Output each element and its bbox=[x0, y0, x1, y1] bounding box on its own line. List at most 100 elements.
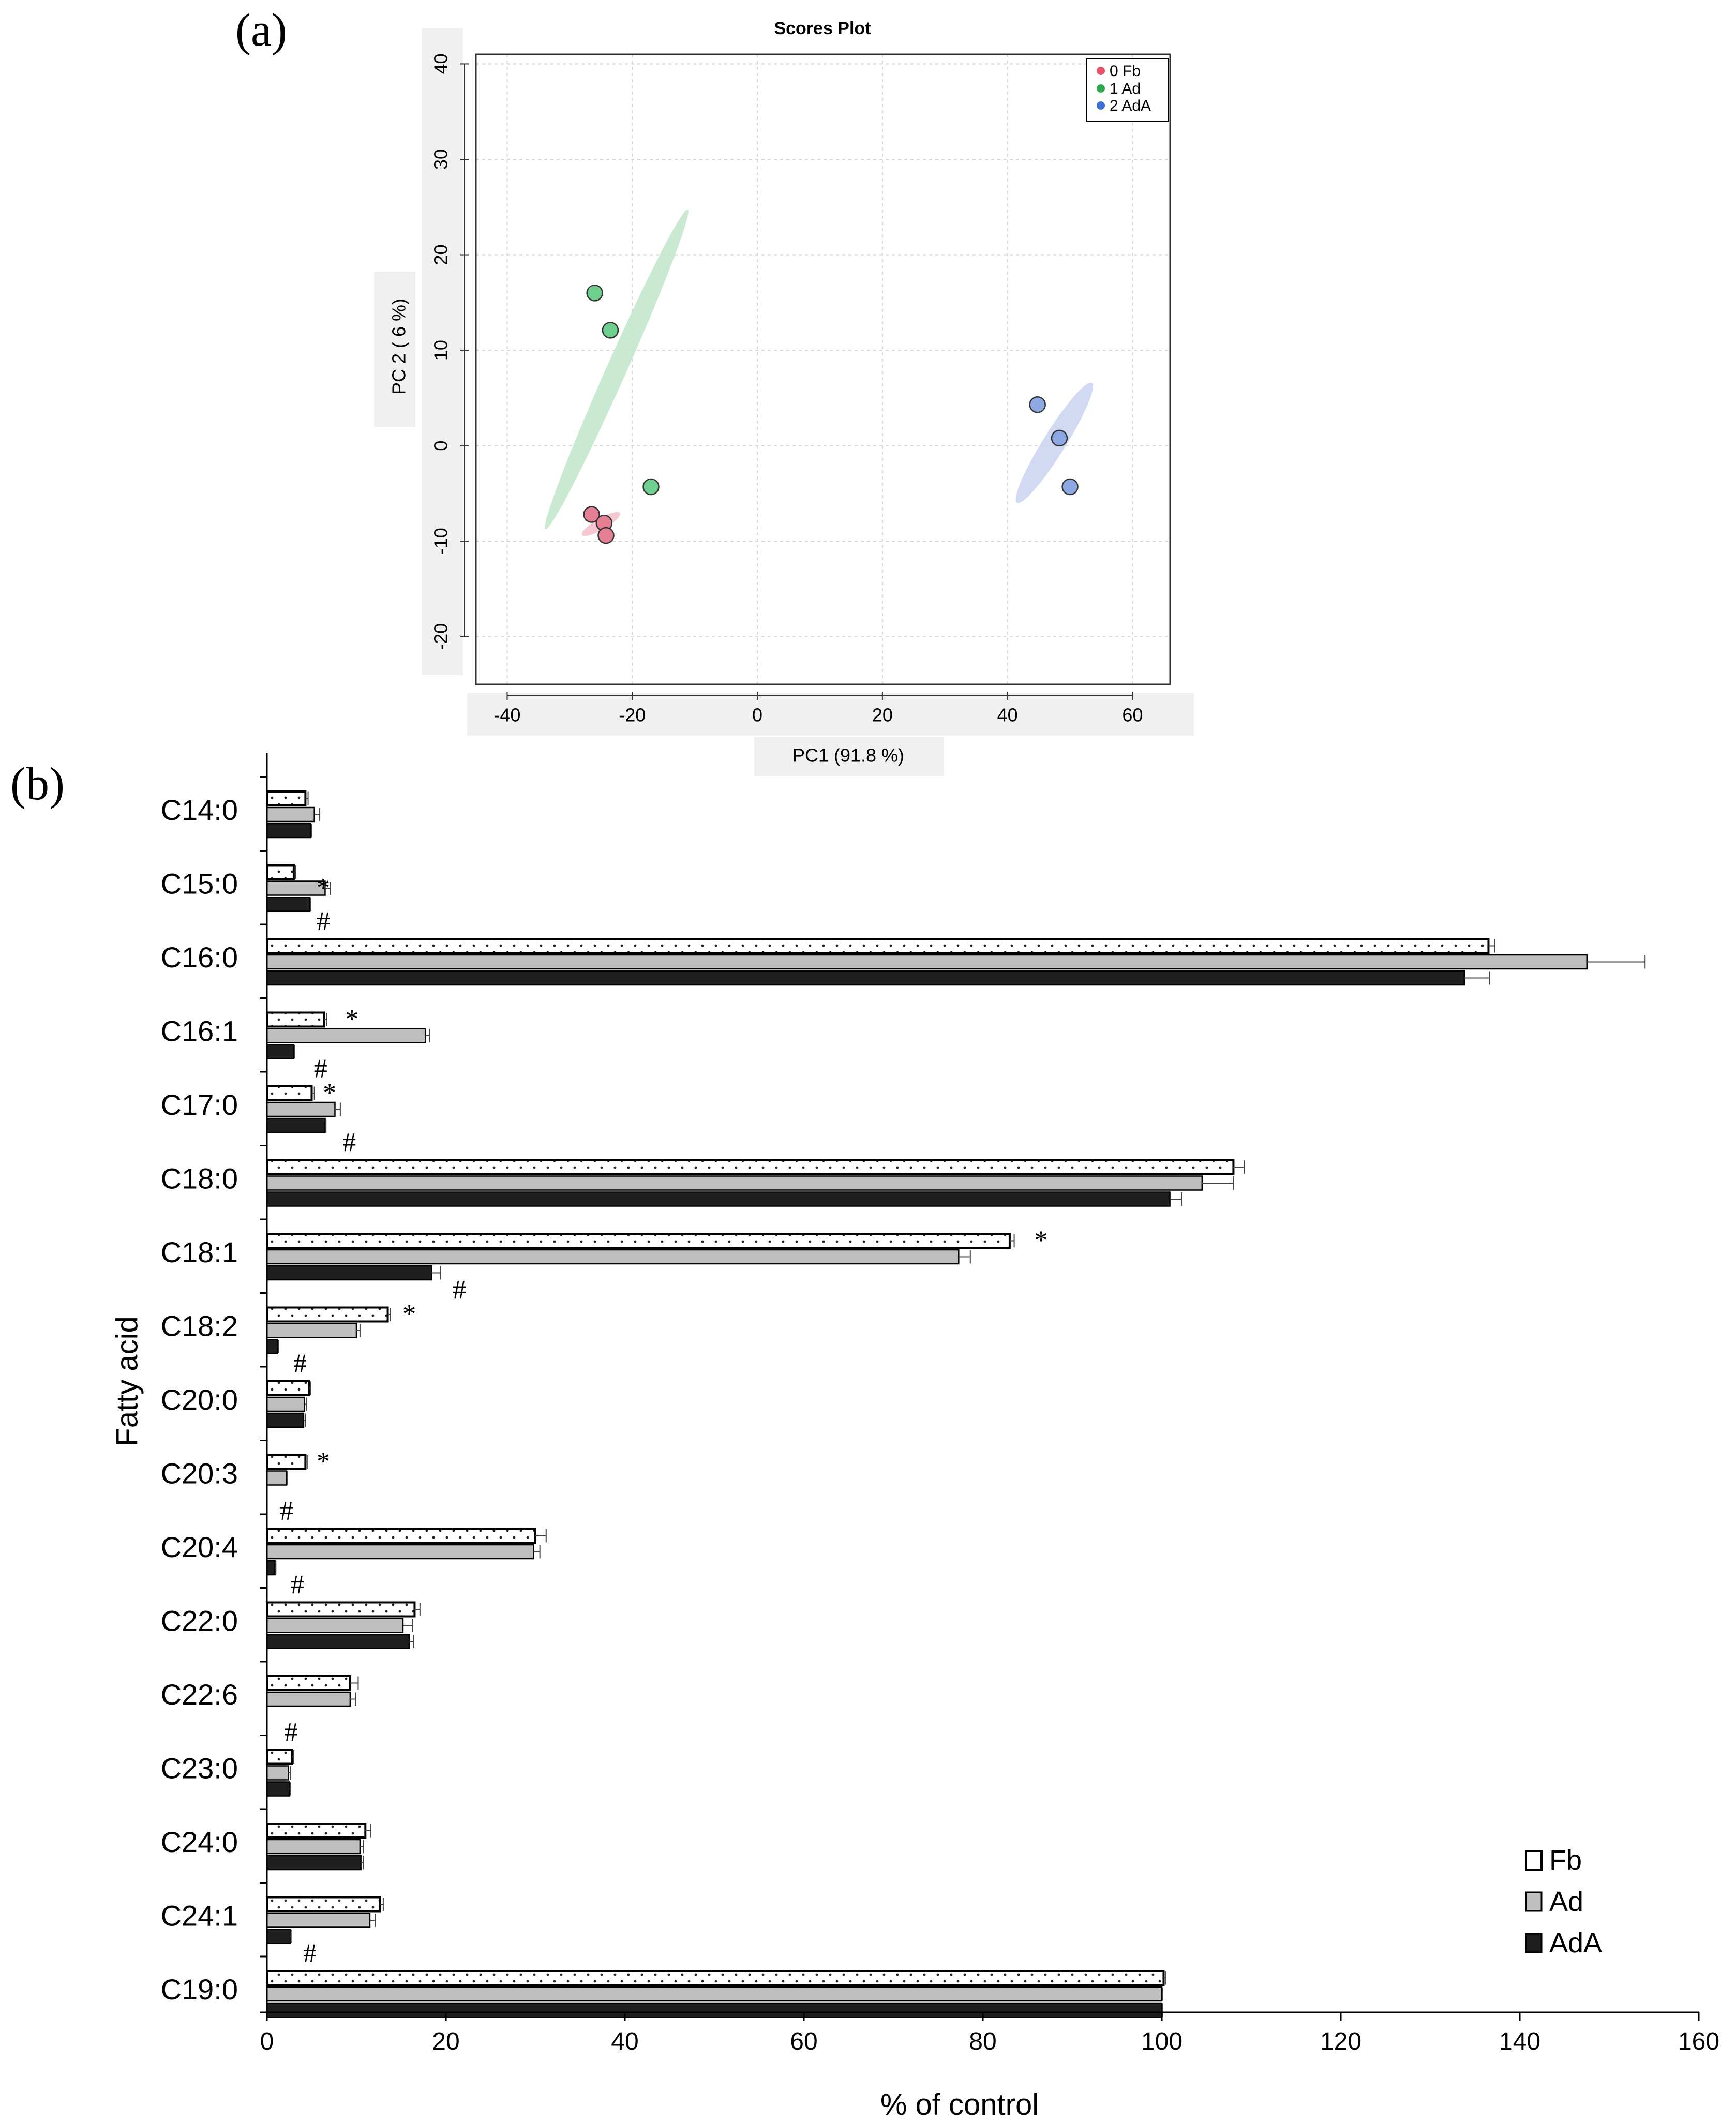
x-tick-label-0: 0 bbox=[752, 705, 762, 726]
bar-AdA-C23:0 bbox=[266, 1781, 290, 1797]
bar-AdA-C20:0 bbox=[266, 1412, 305, 1428]
bar-Ad-C24:0 bbox=[266, 1839, 361, 1855]
fatty-acid-labels: C14:0 C15:0 C16:0 C16:1 C17:0 C18:0 C18:1 C18:2… bbox=[161, 794, 238, 2006]
bar-Ad-C18:2 bbox=[266, 1323, 357, 1338]
score-points bbox=[583, 285, 1079, 544]
mark-hash-C18:1: # bbox=[453, 1275, 466, 1305]
bar-AdA-C18:0 bbox=[266, 1191, 1171, 1207]
bar-Ad-C15:0 bbox=[266, 880, 326, 896]
mark-star-C15:0: * bbox=[317, 873, 330, 903]
x-tick-label-40: 40 bbox=[997, 705, 1018, 726]
bar-Fb-C14:0 bbox=[266, 790, 307, 806]
scores-axes: -40 -20 0 20 40 60 -20 -10 0 10 20 30 40 bbox=[430, 53, 1143, 725]
x-axis-strip bbox=[467, 693, 1194, 736]
category-label-C24:1: C24:1 bbox=[161, 1899, 238, 1932]
scores-grid bbox=[476, 54, 1170, 684]
y-axis-label: Fatty acid bbox=[110, 1316, 144, 1446]
x-tick-label-100: 100 bbox=[1141, 2028, 1183, 2055]
bar-AdA-C24:0 bbox=[266, 1855, 362, 1871]
category-label-C22:0: C22:0 bbox=[161, 1604, 238, 1637]
bar-AdA-C14:0 bbox=[266, 823, 312, 839]
bar-AdA-C16:0 bbox=[266, 970, 1465, 986]
significance-marks: *#*#*#*#*#*#### bbox=[280, 873, 1047, 1968]
category-label-C22:6: C22:6 bbox=[161, 1678, 238, 1711]
point-group-1-1 bbox=[602, 322, 619, 339]
legend-ada-label: 2 AdA bbox=[1110, 97, 1151, 114]
bar-Ad-C20:0 bbox=[266, 1396, 305, 1412]
y-tick-label-10: 10 bbox=[430, 340, 452, 361]
bar-Fb-C18:1 bbox=[266, 1233, 1011, 1249]
mark-star-C18:1: * bbox=[1034, 1226, 1047, 1256]
bar-Fb-C19:0 bbox=[266, 1970, 1165, 1986]
bar-Fb-C20:3 bbox=[266, 1454, 307, 1470]
fatty-acid-bars bbox=[266, 790, 1646, 2018]
y-tick-label--10: -10 bbox=[430, 528, 452, 555]
mark-star-C16:1: * bbox=[345, 1005, 358, 1034]
bar-Fb-C16:1 bbox=[266, 1011, 325, 1028]
mark-hash-C24:1: # bbox=[303, 1939, 317, 1968]
mark-hash-C18:2: # bbox=[293, 1349, 307, 1379]
category-label-C23:0: C23:0 bbox=[161, 1752, 238, 1784]
bar-AdA-C18:2 bbox=[266, 1339, 279, 1354]
legend-ad-swatch bbox=[1525, 1891, 1543, 1912]
point-group-1-2 bbox=[642, 478, 660, 496]
bar-Fb-C22:0 bbox=[266, 1601, 416, 1618]
category-label-C20:4: C20:4 bbox=[161, 1531, 238, 1563]
legend-ad-marker bbox=[1097, 84, 1105, 93]
bar-Fb-C15:0 bbox=[266, 864, 295, 880]
legend-ada-text: AdA bbox=[1549, 1928, 1602, 1959]
x-tick-label-160: 160 bbox=[1678, 2028, 1719, 2055]
legend-ada-swatch bbox=[1525, 1933, 1543, 1953]
point-group-2-2 bbox=[1061, 478, 1079, 496]
bar-Fb-C16:0 bbox=[266, 938, 1490, 954]
mark-star-C17:0: * bbox=[323, 1079, 336, 1108]
mark-star-C20:3: * bbox=[317, 1447, 330, 1476]
x-tick-label-60: 60 bbox=[1122, 705, 1143, 726]
x-tick-label-20: 20 bbox=[432, 2028, 459, 2055]
bar-Ad-C18:0 bbox=[266, 1175, 1203, 1191]
point-group-2-0 bbox=[1029, 396, 1046, 413]
bar-Ad-C23:0 bbox=[266, 1765, 289, 1781]
legend-ada-marker bbox=[1097, 101, 1105, 110]
mark-hash-C20:4: # bbox=[291, 1570, 304, 1600]
bar-AdA-C16:1 bbox=[266, 1044, 295, 1059]
x-tick-label-40: 40 bbox=[611, 2028, 638, 2055]
bar-AdA-C19:0 bbox=[266, 2002, 1163, 2018]
category-label-C18:2: C18:2 bbox=[161, 1309, 238, 1342]
panel-b: (b) *#*#*#*#*#*#### C14:0C15:0C16:0C16:1… bbox=[10, 753, 1719, 2121]
y-tick-label-0: 0 bbox=[430, 441, 452, 451]
panel-a: (a) Scores Plot -40 -20 0 20 40 60 -20 -10 0 10 20… bbox=[235, 5, 1194, 776]
legend-fb-label: 0 Fb bbox=[1110, 63, 1141, 80]
y-tick-label-30: 30 bbox=[430, 149, 452, 170]
y-tick-label-20: 20 bbox=[430, 245, 452, 265]
bar-Fb-C20:0 bbox=[266, 1380, 310, 1396]
category-label-C24:0: C24:0 bbox=[161, 1826, 238, 1858]
pc2-axis-label: PC 2 ( 6 %) bbox=[388, 298, 410, 395]
mark-star-C18:2: * bbox=[402, 1300, 416, 1329]
bar-AdA-C22:0 bbox=[266, 1634, 410, 1649]
bar-Ad-C20:4 bbox=[266, 1544, 534, 1560]
point-group-0-0 bbox=[583, 506, 600, 523]
category-label-C17:0: C17:0 bbox=[161, 1088, 238, 1121]
bar-Fb-C24:1 bbox=[266, 1896, 381, 1913]
category-label-C19:0: C19:0 bbox=[161, 1973, 238, 2006]
group-ellipses bbox=[545, 209, 1094, 536]
y-tick-label-40: 40 bbox=[430, 53, 452, 74]
bar-Fb-C22:6 bbox=[266, 1675, 351, 1691]
x-label-strip bbox=[754, 737, 944, 776]
bar-AdA-C18:1 bbox=[266, 1265, 432, 1281]
legend-fb-swatch bbox=[1525, 1850, 1543, 1871]
x-tick-label-80: 80 bbox=[969, 2028, 996, 2055]
scores-plot-frame bbox=[475, 53, 1171, 685]
mark-hash-C22:6: # bbox=[285, 1717, 298, 1747]
bar-Fb-C20:4 bbox=[266, 1528, 536, 1544]
scores-plot-title: Scores Plot bbox=[774, 19, 871, 38]
bar-Fb-C24:0 bbox=[266, 1823, 367, 1839]
x-tick-label-60: 60 bbox=[790, 2028, 817, 2055]
pc1-axis-label: PC1 (91.8 %) bbox=[792, 745, 904, 766]
bar-Ad-C20:3 bbox=[266, 1470, 288, 1486]
x-tick-label-120: 120 bbox=[1320, 2028, 1361, 2055]
bar-AdA-C17:0 bbox=[266, 1117, 326, 1133]
legend-ad-label: 1 Ad bbox=[1110, 80, 1141, 97]
category-label-C16:1: C16:1 bbox=[161, 1014, 238, 1047]
